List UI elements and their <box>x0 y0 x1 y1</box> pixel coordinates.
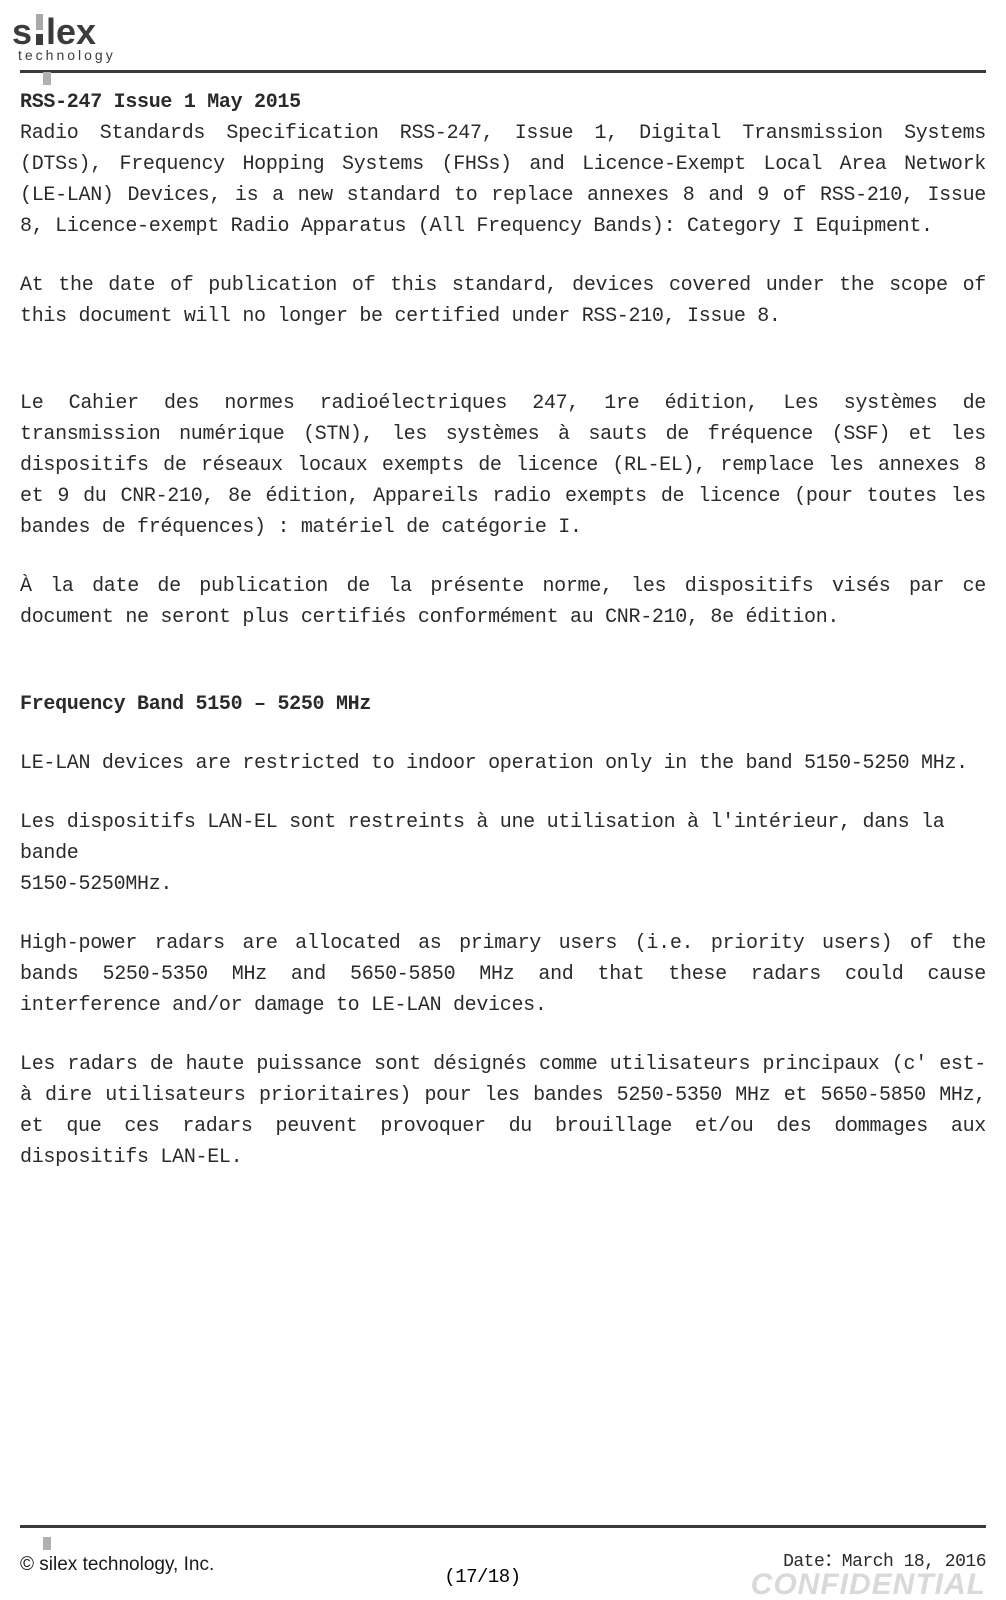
body-paragraph: Radio Standards Specification RSS-247, I… <box>20 118 986 242</box>
section-title-rss247: RSS-247 Issue 1 May 2015 <box>20 87 986 118</box>
body-paragraph: At the date of publication of this stand… <box>20 270 986 332</box>
page-footer: © silex technology, Inc. (17/18) Date：Ma… <box>20 1542 986 1600</box>
body-paragraph: 5150-5250MHz. <box>20 869 986 900</box>
body-paragraph: À la date de publication de la présente … <box>20 571 986 633</box>
footer-divider <box>20 1525 986 1528</box>
body-paragraph: Le Cahier des normes radioélectriques 24… <box>20 388 986 543</box>
header-accent-mark <box>43 72 51 85</box>
svg-text:technology: technology <box>18 47 116 63</box>
page-number: (17/18) <box>444 1566 520 1588</box>
body-paragraph: Les radars de haute puissance sont désig… <box>20 1049 986 1173</box>
company-logo: s lex technology <box>10 10 986 70</box>
svg-text:lex: lex <box>46 11 96 52</box>
document-body: RSS-247 Issue 1 May 2015 Radio Standards… <box>20 87 986 1173</box>
body-paragraph: LE-LAN devices are restricted to indoor … <box>20 748 986 779</box>
body-paragraph: High-power radars are allocated as prima… <box>20 928 986 1021</box>
footer-date: Date：March 18, 2016 <box>751 1546 986 1572</box>
body-paragraph: Les dispositifs LAN-EL sont restreints à… <box>20 807 986 869</box>
svg-text:s: s <box>12 11 32 52</box>
section-title-freqband: Frequency Band 5150 – 5250 MHz <box>20 689 986 720</box>
confidential-watermark: CONFIDENTIAL <box>751 1570 986 1596</box>
copyright-text: © silex technology, Inc. <box>20 1554 214 1576</box>
